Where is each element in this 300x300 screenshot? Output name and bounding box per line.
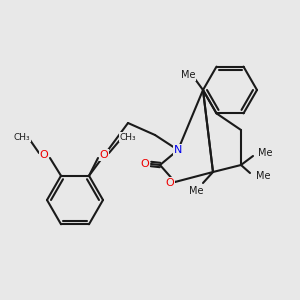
Text: Me: Me bbox=[258, 148, 272, 158]
Text: Me: Me bbox=[189, 186, 203, 196]
Text: N: N bbox=[174, 145, 182, 155]
Text: O: O bbox=[141, 159, 149, 169]
Text: Me: Me bbox=[181, 70, 195, 80]
Text: O: O bbox=[166, 178, 174, 188]
Text: Me: Me bbox=[256, 171, 270, 181]
Text: CH₃: CH₃ bbox=[14, 133, 30, 142]
Text: O: O bbox=[40, 150, 48, 160]
Text: CH₃: CH₃ bbox=[120, 133, 136, 142]
Text: O: O bbox=[100, 150, 108, 160]
